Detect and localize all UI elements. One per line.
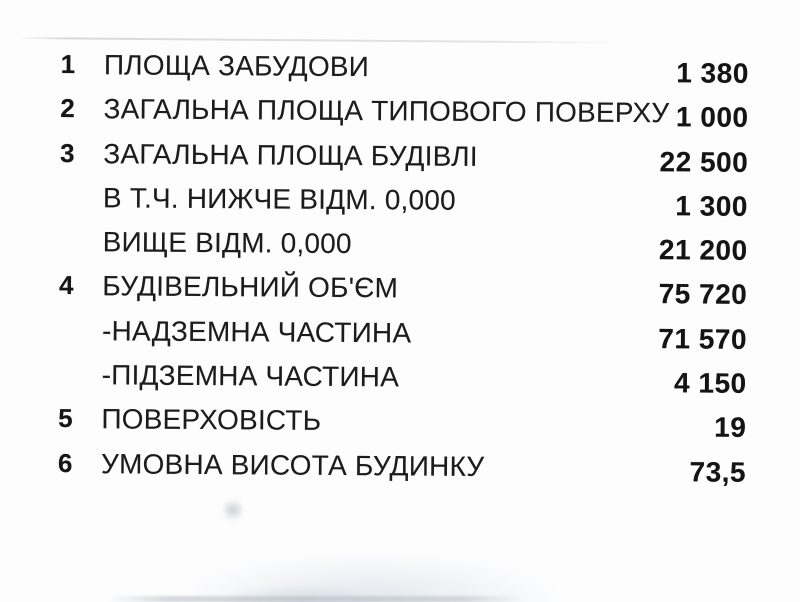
row-value: 21 200 xyxy=(658,234,748,266)
row-value: 71 570 xyxy=(658,322,748,355)
row-number: 3 xyxy=(59,137,75,168)
row-value: 73,5 xyxy=(689,456,747,488)
row-value: 75 720 xyxy=(658,278,748,311)
row-number: 1 xyxy=(60,49,76,80)
table-row: 6 УМОВНА ВИСОТА БУДИНКУ 73,5 xyxy=(0,447,797,497)
row-value: 19 xyxy=(714,411,747,444)
table-row-sub: В Т.Ч. НИЖЧЕ ВІДМ. 0,000 1 300 xyxy=(0,181,799,231)
smudge-mark xyxy=(221,499,245,521)
paper-edge-line xyxy=(17,37,633,44)
row-label: ЗАГАЛЬНА ПЛОЩА ТИПОВОГО ПОВЕРХУ xyxy=(103,93,670,129)
table-row-sub: -ПІДЗЕМНА ЧАСТИНА 4 150 xyxy=(0,359,798,409)
row-value: 1 300 xyxy=(675,190,749,222)
row-label: -НАДЗЕМНА ЧАСТИНА xyxy=(101,315,412,349)
building-indicators-table: 1 ПЛОЩА ЗАБУДОВИ 1 380 2 ЗАГАЛЬНА ПЛОЩА … xyxy=(0,49,800,498)
table-row: 4 БУДІВЕЛЬНИЙ ОБ'ЄМ 75 720 xyxy=(0,270,798,320)
row-number: 2 xyxy=(60,93,75,124)
row-label: В Т.Ч. НИЖЧЕ ВІДМ. 0,000 xyxy=(102,182,457,216)
row-label: ВИЩЕ ВІДМ. 0,000 xyxy=(102,226,352,260)
row-value: 1 000 xyxy=(675,101,749,134)
row-label: ПОВЕРХОВІСТЬ xyxy=(101,403,322,437)
bottom-shadow xyxy=(106,596,524,602)
row-number: 5 xyxy=(58,403,73,434)
table-row: 1 ПЛОЩА ЗАБУДОВИ 1 380 xyxy=(0,49,800,99)
row-number: 6 xyxy=(57,447,73,478)
table-row-sub: ВИЩЕ ВІДМ. 0,000 21 200 xyxy=(0,226,799,276)
table-row: 3 ЗАГАЛЬНА ПЛОЩА БУДІВЛІ 22 500 xyxy=(0,137,799,187)
row-label: БУДІВЕЛЬНИЙ ОБ'ЄМ xyxy=(102,270,399,304)
row-value: 22 500 xyxy=(659,145,749,178)
table-row: 2 ЗАГАЛЬНА ПЛОЩА ТИПОВОГО ПОВЕРХУ 1 000 xyxy=(0,93,800,143)
row-label: ЗАГАЛЬНА ПЛОЩА БУДІВЛІ xyxy=(103,137,478,172)
row-label: ПЛОЩА ЗАБУДОВИ xyxy=(103,49,370,83)
row-label: УМОВНА ВИСОТА БУДИНКУ xyxy=(100,447,485,482)
table-row-sub: -НАДЗЕМНА ЧАСТИНА 71 570 xyxy=(0,314,798,364)
row-label: -ПІДЗЕМНА ЧАСТИНА xyxy=(101,359,400,393)
table-row: 5 ПОВЕРХОВІСТЬ 19 xyxy=(0,403,798,453)
row-number: 4 xyxy=(59,270,74,301)
row-value: 1 380 xyxy=(676,57,749,89)
row-value: 4 150 xyxy=(673,367,747,399)
